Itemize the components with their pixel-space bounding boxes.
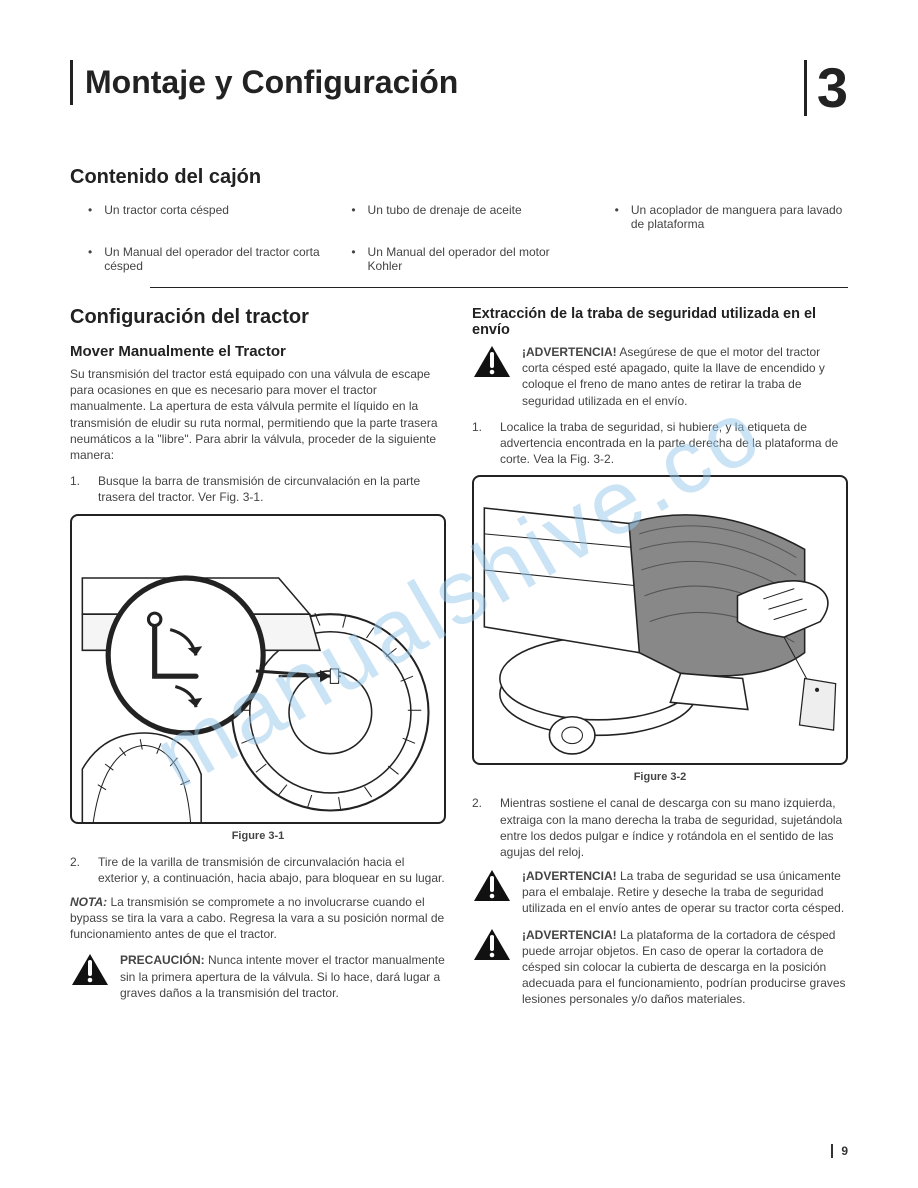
warning-triangle-icon [472, 344, 512, 380]
bullet-icon [88, 245, 92, 273]
list-item: Un tubo de drenaje de aceite [351, 203, 584, 231]
warning-text: ¡ADVERTENCIA! Asegúrese de que el motor … [522, 344, 848, 409]
list-item: Un Manual del operador del tractor corta… [88, 245, 321, 273]
warning-triangle-icon [472, 868, 512, 904]
bullet-icon [88, 203, 92, 231]
step-text: Localice la traba de seguridad, si hubie… [500, 419, 848, 468]
step-number: 2. [472, 795, 486, 860]
step-text: Tire de la varilla de transmisión de cir… [98, 854, 446, 886]
warning-label: ¡ADVERTENCIA! [522, 345, 617, 359]
step-text: Mientras sostiene el canal de descarga c… [500, 795, 848, 860]
bullet-text: Un tractor corta césped [104, 203, 229, 231]
figure-3-1-illustration [72, 516, 444, 824]
bullet-text: Un Manual del operador del motor Kohler [368, 245, 585, 273]
warning-label: ¡ADVERTENCIA! [522, 928, 617, 942]
warning-triangle-icon [70, 952, 110, 988]
numbered-step: 1. Busque la barra de transmisión de cir… [70, 473, 446, 505]
list-item: Un acoplador de manguera para lavado de … [615, 203, 848, 231]
section-heading: Configuración del tractor [70, 306, 446, 329]
warning-label: ¡ADVERTENCIA! [522, 869, 617, 883]
warning-text: ¡ADVERTENCIA! La plataforma de la cortad… [522, 927, 848, 1008]
section-heading: Extracción de la traba de seguridad util… [472, 306, 848, 338]
two-column-layout: Configuración del tractor Mover Manualme… [70, 306, 848, 1018]
warning-block: ¡ADVERTENCIA! La traba de seguridad se u… [472, 868, 848, 917]
warning-text: ¡ADVERTENCIA! La traba de seguridad se u… [522, 868, 848, 917]
list-item: Un Manual del operador del motor Kohler [351, 245, 584, 273]
step-number: 1. [472, 419, 486, 468]
chapter-number: 3 [804, 60, 848, 116]
chapter-header: Montaje y Configuración 3 [70, 60, 848, 116]
warning-triangle-icon [472, 927, 512, 963]
bullet-icon [351, 203, 355, 231]
list-item: Un tractor corta césped [88, 203, 321, 231]
note-text: NOTA: La transmisión se compromete a no … [70, 894, 446, 943]
figure-3-2-illustration [474, 477, 846, 765]
left-column: Configuración del tractor Mover Manualme… [70, 306, 446, 1018]
step-text: Busque la barra de transmisión de circun… [98, 473, 446, 505]
warning-block: ¡ADVERTENCIA! Asegúrese de que el motor … [472, 344, 848, 409]
bullet-icon [615, 203, 619, 231]
note-label: NOTA: [70, 895, 107, 909]
divider [150, 287, 848, 288]
numbered-step: 2. Tire de la varilla de transmisión de … [70, 854, 446, 886]
figure-3-1 [70, 514, 446, 824]
bullet-text: Un acoplador de manguera para lavado de … [631, 203, 848, 231]
section-contenido: Contenido del cajón Un tractor corta cés… [70, 166, 848, 288]
bullet-icon [351, 245, 355, 273]
step-number: 1. [70, 473, 84, 505]
bullet-text: Un Manual del operador del tractor corta… [104, 245, 321, 273]
page-number: 9 [831, 1144, 848, 1158]
figure-3-2 [472, 475, 848, 765]
numbered-step: 1. Localice la traba de seguridad, si hu… [472, 419, 848, 468]
caution-block: PRECAUCIÓN: Nunca intente mover el tract… [70, 952, 446, 1001]
warning-block: ¡ADVERTENCIA! La plataforma de la cortad… [472, 927, 848, 1008]
subsection-heading: Mover Manualmente el Tractor [70, 343, 446, 360]
chapter-title: Montaje y Configuración [70, 60, 458, 105]
bullet-text: Un tubo de drenaje de aceite [368, 203, 522, 231]
body-text: Su transmisión del tractor está equipado… [70, 366, 446, 463]
step-number: 2. [70, 854, 84, 886]
section-heading: Contenido del cajón [70, 166, 848, 189]
caution-label: PRECAUCIÓN: [120, 953, 205, 967]
numbered-step: 2. Mientras sostiene el canal de descarg… [472, 795, 848, 860]
bullet-grid: Un tractor corta césped Un tubo de drena… [70, 203, 848, 273]
note-body: La transmisión se compromete a no involu… [70, 895, 444, 941]
caution-text: PRECAUCIÓN: Nunca intente mover el tract… [120, 952, 446, 1001]
figure-caption: Figure 3-1 [70, 830, 446, 842]
right-column: Extracción de la traba de seguridad util… [472, 306, 848, 1018]
figure-caption: Figure 3-2 [472, 771, 848, 783]
